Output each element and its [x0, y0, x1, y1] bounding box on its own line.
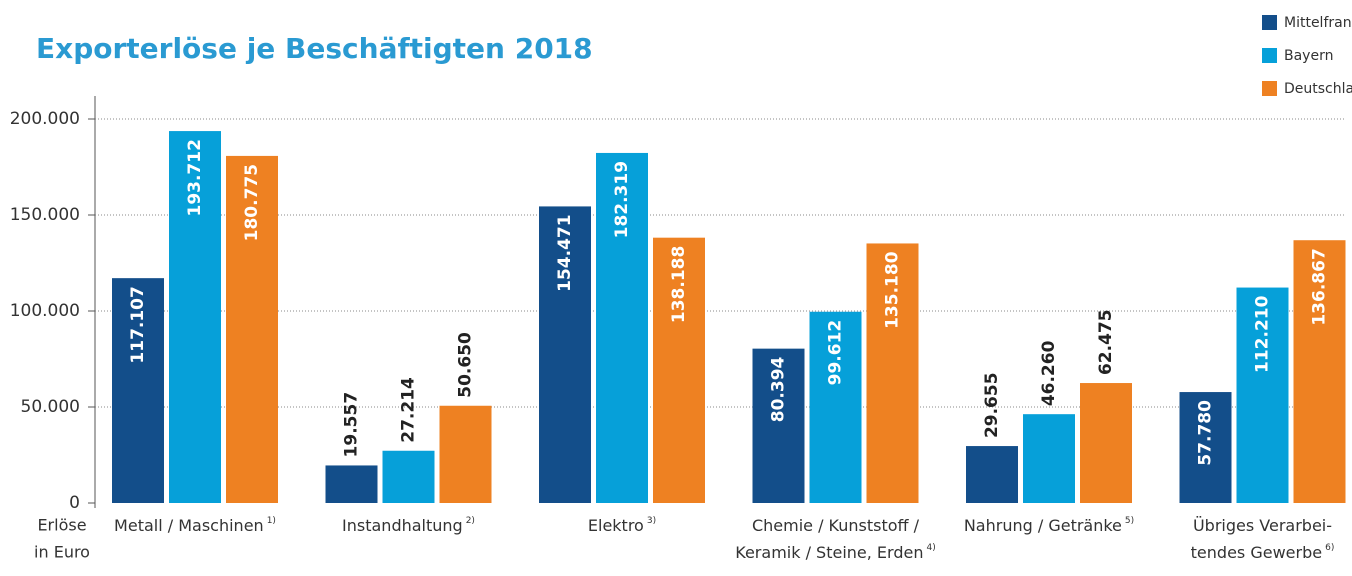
x-tick-label: tendes Gewerbe 6)	[1191, 543, 1335, 562]
bar	[169, 131, 221, 503]
value-label: 19.557	[342, 392, 362, 458]
x-tick-label: Keramik / Steine, Erden 4)	[735, 543, 935, 562]
y-tick-label: 0	[69, 493, 80, 513]
category-text: Keramik / Steine, Erden	[735, 543, 923, 562]
chart-title: Exporterlöse je Beschäftigten 2018	[36, 32, 593, 65]
value-label: 46.260	[1039, 340, 1059, 406]
legend-swatch	[1262, 81, 1277, 96]
bar	[966, 446, 1018, 503]
category-text: Nahrung / Getränke	[964, 516, 1122, 535]
value-label: 117.107	[128, 286, 148, 363]
category-text: Chemie / Kunststoff /	[752, 516, 920, 535]
y-tick-label: 100.000	[10, 301, 80, 321]
legend-swatch	[1262, 48, 1277, 63]
bar	[1179, 392, 1232, 503]
legend-label: Mittelfranken	[1284, 15, 1352, 31]
bar	[1293, 240, 1346, 503]
value-label: 193.712	[185, 139, 205, 216]
category-note: 2)	[466, 516, 475, 526]
bar	[382, 450, 435, 503]
x-tick-label: Chemie / Kunststoff /	[752, 516, 920, 535]
value-label: 154.471	[555, 214, 575, 291]
x-tick-label: Übriges Verarbei-	[1193, 516, 1332, 535]
value-label: 57.780	[1196, 400, 1216, 466]
category-note: 5)	[1125, 516, 1134, 526]
x-tick-label: Nahrung / Getränke 5)	[964, 516, 1134, 535]
category-note: 6)	[1325, 543, 1334, 553]
category-text: Übriges Verarbei-	[1193, 516, 1332, 535]
x-tick-label: Instandhaltung 2)	[342, 516, 475, 535]
value-label: 135.180	[883, 251, 903, 329]
category-text: Elektro	[588, 516, 644, 535]
bar	[1080, 383, 1132, 503]
bar	[439, 405, 492, 503]
category-note: 4)	[926, 543, 935, 553]
value-label: 50.650	[456, 332, 476, 398]
value-label: 99.612	[826, 320, 846, 386]
x-tick-label: Elektro 3)	[588, 516, 656, 535]
legend-swatch	[1262, 15, 1277, 30]
bar	[112, 278, 164, 503]
value-label: 136.867	[1310, 248, 1330, 325]
bar	[325, 465, 378, 503]
x-tick-label: Metall / Maschinen 1)	[114, 516, 276, 535]
bar	[1236, 287, 1289, 503]
y-tick-label: 50.000	[21, 397, 80, 417]
bar	[539, 206, 591, 503]
value-label: 80.394	[769, 356, 789, 422]
y-axis-label: Erlöse	[37, 516, 86, 535]
legend-label: Deutschland	[1284, 81, 1352, 97]
value-label: 62.475	[1096, 309, 1116, 375]
category-note: 3)	[647, 516, 656, 526]
bar	[752, 348, 805, 503]
category-text: tendes Gewerbe	[1191, 543, 1322, 562]
y-axis-label: in Euro	[34, 543, 90, 562]
bar	[596, 152, 648, 504]
bar	[1023, 414, 1075, 503]
value-label: 29.655	[982, 372, 1002, 438]
category-text: Metall / Maschinen	[114, 516, 264, 535]
y-tick-label: 150.000	[10, 205, 80, 225]
bar	[653, 237, 705, 503]
category-note: 1)	[267, 516, 276, 526]
value-label: 138.188	[669, 246, 689, 323]
bar	[226, 155, 278, 504]
value-label: 112.210	[1253, 295, 1273, 373]
y-tick-label: 200.000	[10, 109, 80, 129]
legend-label: Bayern	[1284, 48, 1333, 64]
value-label: 27.214	[399, 377, 419, 443]
bar	[809, 311, 862, 503]
category-text: Instandhaltung	[342, 516, 463, 535]
bar	[866, 243, 919, 503]
value-label: 182.319	[612, 161, 632, 238]
value-label: 180.775	[242, 164, 262, 241]
